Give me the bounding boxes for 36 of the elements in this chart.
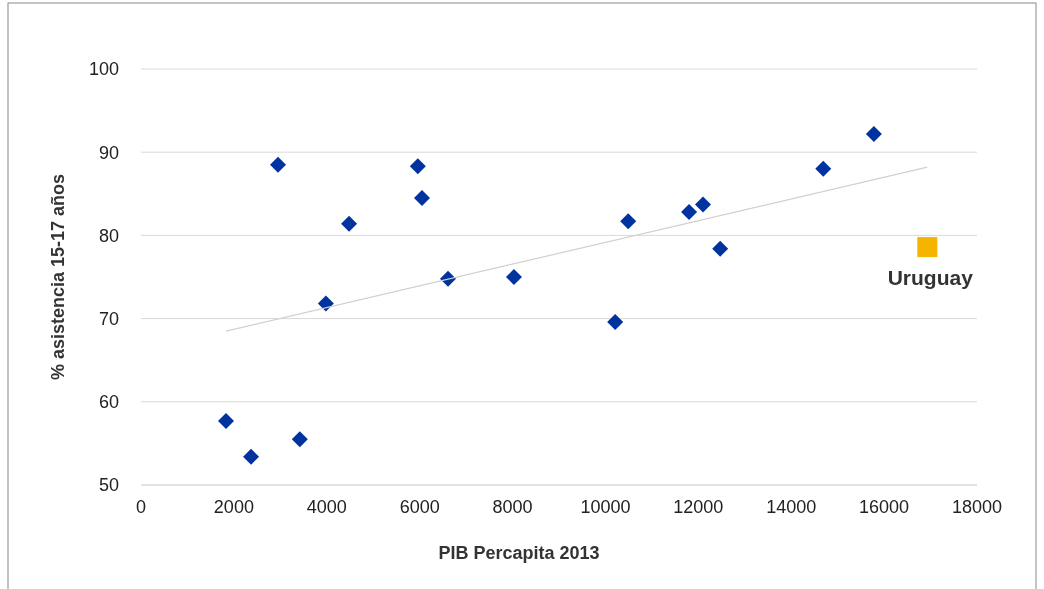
y-tick-label: 60 bbox=[98, 392, 119, 413]
point bbox=[917, 237, 938, 258]
x-tick-label: 12000 bbox=[673, 497, 724, 517]
y-tick-label: 90 bbox=[98, 142, 119, 163]
point bbox=[712, 240, 729, 257]
point bbox=[865, 125, 882, 142]
x-tick-label: 16000 bbox=[859, 497, 910, 517]
point bbox=[620, 213, 637, 230]
y-tick-label: 50 bbox=[98, 475, 119, 496]
x-tick-label: 18000 bbox=[951, 497, 1003, 517]
x-tick-label: 4000 bbox=[306, 497, 347, 517]
x-tick-label: 14000 bbox=[766, 497, 817, 517]
point bbox=[694, 196, 711, 213]
x-axis-title: PIB Percapita 2013 bbox=[438, 543, 600, 563]
point bbox=[341, 215, 358, 232]
x-tick-label: 2000 bbox=[213, 497, 254, 517]
point bbox=[607, 313, 624, 330]
point bbox=[681, 204, 698, 221]
y-tick-label: 80 bbox=[98, 225, 119, 246]
point bbox=[317, 295, 334, 312]
series-label: Uruguay bbox=[887, 266, 974, 290]
point bbox=[243, 448, 260, 465]
point bbox=[270, 156, 287, 173]
point bbox=[291, 431, 308, 448]
x-tick-label: 10000 bbox=[580, 497, 631, 517]
point bbox=[217, 412, 234, 429]
y-axis-title: % asistencia 15-17 años bbox=[48, 173, 68, 381]
x-tick-label: 0 bbox=[135, 497, 147, 517]
y-tick-label: 70 bbox=[98, 308, 119, 329]
point bbox=[505, 269, 522, 285]
y-tick-label: 100 bbox=[88, 59, 119, 80]
point bbox=[409, 158, 426, 175]
point bbox=[413, 189, 430, 206]
x-tick-label: 6000 bbox=[399, 497, 440, 517]
x-tick-label: 8000 bbox=[492, 497, 533, 517]
point bbox=[815, 160, 832, 177]
